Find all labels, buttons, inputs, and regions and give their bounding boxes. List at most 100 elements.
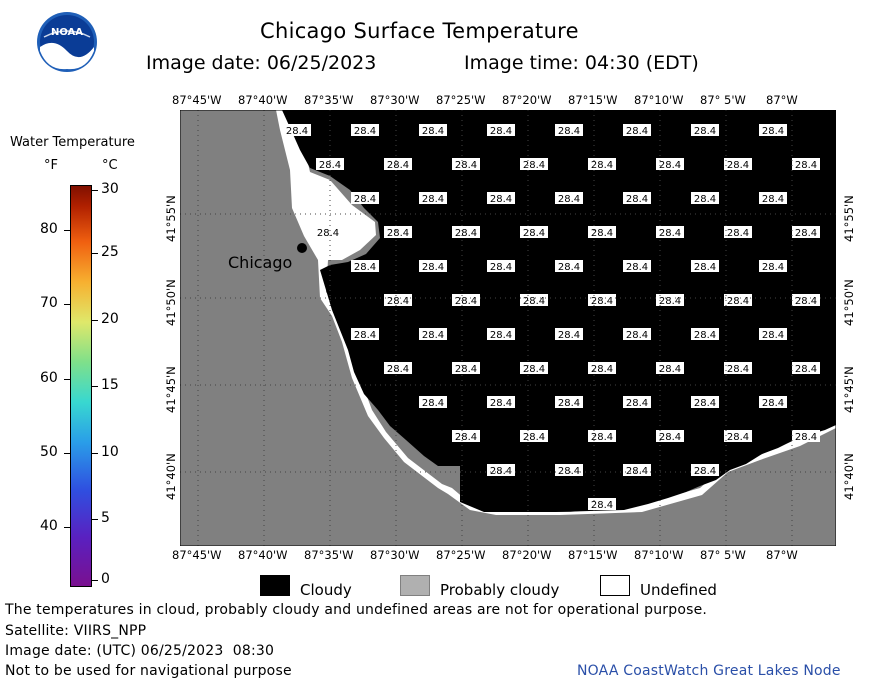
temperature-cell: 28.4 — [419, 396, 447, 409]
temperature-value: 28.4 — [558, 262, 580, 273]
temperature-value: 28.4 — [795, 432, 817, 443]
celsius-tick-label: 0 — [101, 571, 110, 587]
temperature-cell: 28.4 — [691, 192, 719, 205]
celsius-tick-label: 30 — [101, 181, 119, 197]
temperature-value: 28.4 — [727, 432, 749, 443]
temperature-value: 28.4 — [387, 160, 409, 171]
temperature-value: 28.4 — [727, 160, 749, 171]
celsius-tick-mark — [92, 386, 98, 387]
latitude-label-right: 41°55'N — [842, 195, 856, 242]
temperature-value: 28.4 — [626, 398, 648, 409]
temperature-value: 28.4 — [523, 364, 545, 375]
legend-f-unit: °F — [44, 158, 58, 173]
temperature-value: 28.4 — [490, 330, 512, 341]
temperature-cell: 28.4 — [351, 124, 379, 137]
temperature-cell: 28.4 — [283, 124, 311, 137]
celsius-tick-mark — [92, 580, 98, 581]
temperature-value: 28.4 — [795, 296, 817, 307]
temperature-cell: 28.4 — [691, 260, 719, 273]
fahrenheit-tick-mark — [64, 527, 70, 528]
noaa-logo: NOAA — [36, 11, 98, 73]
longitude-label-bottom: 87° 5'W — [700, 548, 746, 562]
longitude-label-bottom: 87°40'W — [238, 548, 288, 562]
legend-c-unit: °C — [102, 158, 118, 173]
temperature-cell: 28.4 — [520, 226, 548, 239]
longitude-label-bottom: 87°20'W — [502, 548, 552, 562]
probably-cloudy-swatch — [400, 575, 430, 596]
temperature-value: 28.4 — [523, 160, 545, 171]
celsius-tick-label: 20 — [101, 311, 119, 327]
temperature-value: 28.4 — [455, 432, 477, 443]
longitude-label-bottom: 87°15'W — [568, 548, 618, 562]
temperature-map[interactable]: 28.4 28.4 28.4 28.4 28.4 28.4 28.4 28.4 28.4 28.4… — [180, 110, 836, 546]
temperature-cell: 28.4 — [555, 260, 583, 273]
celsius-tick-mark — [92, 519, 98, 520]
fahrenheit-tick-mark — [64, 304, 70, 305]
temperature-cell: 28.4 — [588, 294, 616, 307]
temperature-value: 28.4 — [762, 398, 784, 409]
temperature-value: 28.4 — [455, 364, 477, 375]
latitude-label-right: 41°40'N — [842, 453, 856, 500]
longitude-label-top: 87°35'W — [304, 93, 354, 107]
longitude-label-top: 87°10'W — [634, 93, 684, 107]
temperature-cell: 28.4 — [656, 226, 684, 239]
temperature-value: 28.4 — [422, 398, 444, 409]
temperature-value: 28.4 — [694, 126, 716, 137]
temperature-cell: 28.4 — [555, 192, 583, 205]
temperature-value: 28.4 — [490, 126, 512, 137]
longitude-label-top: 87°25'W — [436, 93, 486, 107]
fahrenheit-tick-label: 70 — [40, 295, 58, 311]
celsius-tick-label: 15 — [101, 377, 119, 393]
chicago-label: Chicago — [228, 253, 292, 272]
temperature-value: 28.4 — [455, 160, 477, 171]
longitude-label-top: 87°40'W — [238, 93, 288, 107]
celsius-tick-mark — [92, 253, 98, 254]
temperature-value: 28.4 — [626, 194, 648, 205]
temperature-value: 28.4 — [626, 126, 648, 137]
temperature-cell: 28.4 — [452, 362, 480, 375]
temperature-cell: 28.4 — [724, 362, 752, 375]
temperature-value: 28.4 — [523, 296, 545, 307]
temperature-value: 28.4 — [422, 194, 444, 205]
temperature-value: 28.4 — [762, 194, 784, 205]
temperature-cell: 28.4 — [588, 362, 616, 375]
temperature-cell: 28.4 — [555, 396, 583, 409]
utc-date-text: Image date: (UTC) 06/25/2023 08:30 — [5, 643, 275, 659]
undefined-swatch — [600, 575, 630, 596]
temperature-cell: 28.4 — [588, 430, 616, 443]
temperature-value: 28.4 — [694, 194, 716, 205]
temperature-cell: 28.4 — [792, 158, 820, 171]
color-scale-bar — [70, 185, 92, 587]
temperature-cell: 28.4 — [452, 430, 480, 443]
temperature-cell: 28.4 — [724, 430, 752, 443]
temperature-value: 28.4 — [659, 364, 681, 375]
temperature-value: 28.4 — [558, 330, 580, 341]
temperature-value: 28.4 — [422, 262, 444, 273]
cloudy-key-label: Cloudy — [300, 581, 352, 599]
longitude-label-bottom: 87°45'W — [172, 548, 222, 562]
temperature-cell: 28.4 — [724, 294, 752, 307]
latitude-label-left: 41°55'N — [164, 195, 178, 242]
longitude-label-bottom: 87°35'W — [304, 548, 354, 562]
temperature-value: 28.4 — [455, 228, 477, 239]
celsius-tick-label: 5 — [101, 510, 110, 526]
temperature-cell: 28.4 — [487, 192, 515, 205]
image-time: Image time: 04:30 (EDT) — [464, 52, 699, 74]
temperature-cell: 28.4 — [691, 396, 719, 409]
temperature-cell: 28.4 — [487, 260, 515, 273]
temperature-cell: 28.4 — [487, 328, 515, 341]
temperature-value: 28.4 — [558, 398, 580, 409]
latitude-label-right: 41°45'N — [842, 366, 856, 413]
temperature-value: 28.4 — [490, 262, 512, 273]
longitude-label-top: 87°20'W — [502, 93, 552, 107]
temperature-value: 28.4 — [795, 228, 817, 239]
temperature-value: 28.4 — [422, 330, 444, 341]
latitude-label-left: 41°50'N — [164, 279, 178, 326]
longitude-label-bottom: 87°25'W — [436, 548, 486, 562]
temperature-cell: 28.4 — [316, 158, 344, 171]
temperature-cell: 28.4 — [487, 124, 515, 137]
temperature-cell: 28.4 — [691, 124, 719, 137]
temperature-value: 28.4 — [762, 330, 784, 341]
temperature-cell: 28.4 — [623, 464, 651, 477]
cloudy-swatch — [260, 575, 290, 596]
